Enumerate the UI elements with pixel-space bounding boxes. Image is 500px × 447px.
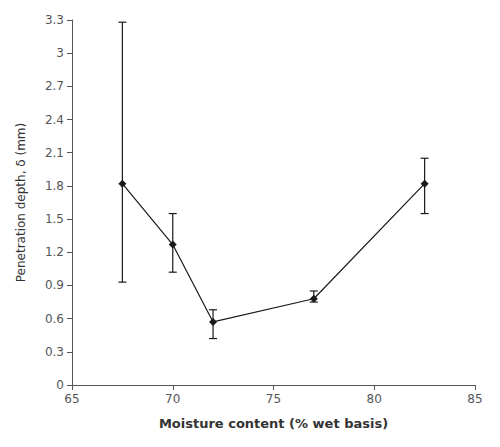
svg-text:2.1: 2.1	[45, 146, 64, 160]
svg-text:1.5: 1.5	[45, 212, 64, 226]
svg-text:1.2: 1.2	[45, 245, 64, 259]
svg-text:75: 75	[266, 392, 281, 406]
svg-text:2.7: 2.7	[45, 79, 64, 93]
svg-text:0.9: 0.9	[45, 278, 64, 292]
svg-text:85: 85	[467, 392, 482, 406]
svg-text:1.8: 1.8	[45, 179, 64, 193]
svg-text:3: 3	[56, 46, 64, 60]
svg-text:2.4: 2.4	[45, 113, 64, 127]
svg-text:0.6: 0.6	[45, 312, 64, 326]
svg-text:80: 80	[367, 392, 382, 406]
svg-text:65: 65	[64, 392, 79, 406]
svg-text:0.3: 0.3	[45, 345, 64, 359]
svg-text:Moisture content (% wet basis): Moisture content (% wet basis)	[159, 416, 388, 431]
svg-text:Penetration depth, δ (mm): Penetration depth, δ (mm)	[14, 123, 28, 282]
svg-text:0: 0	[56, 378, 64, 392]
svg-text:70: 70	[165, 392, 180, 406]
svg-text:3.3: 3.3	[45, 13, 64, 27]
